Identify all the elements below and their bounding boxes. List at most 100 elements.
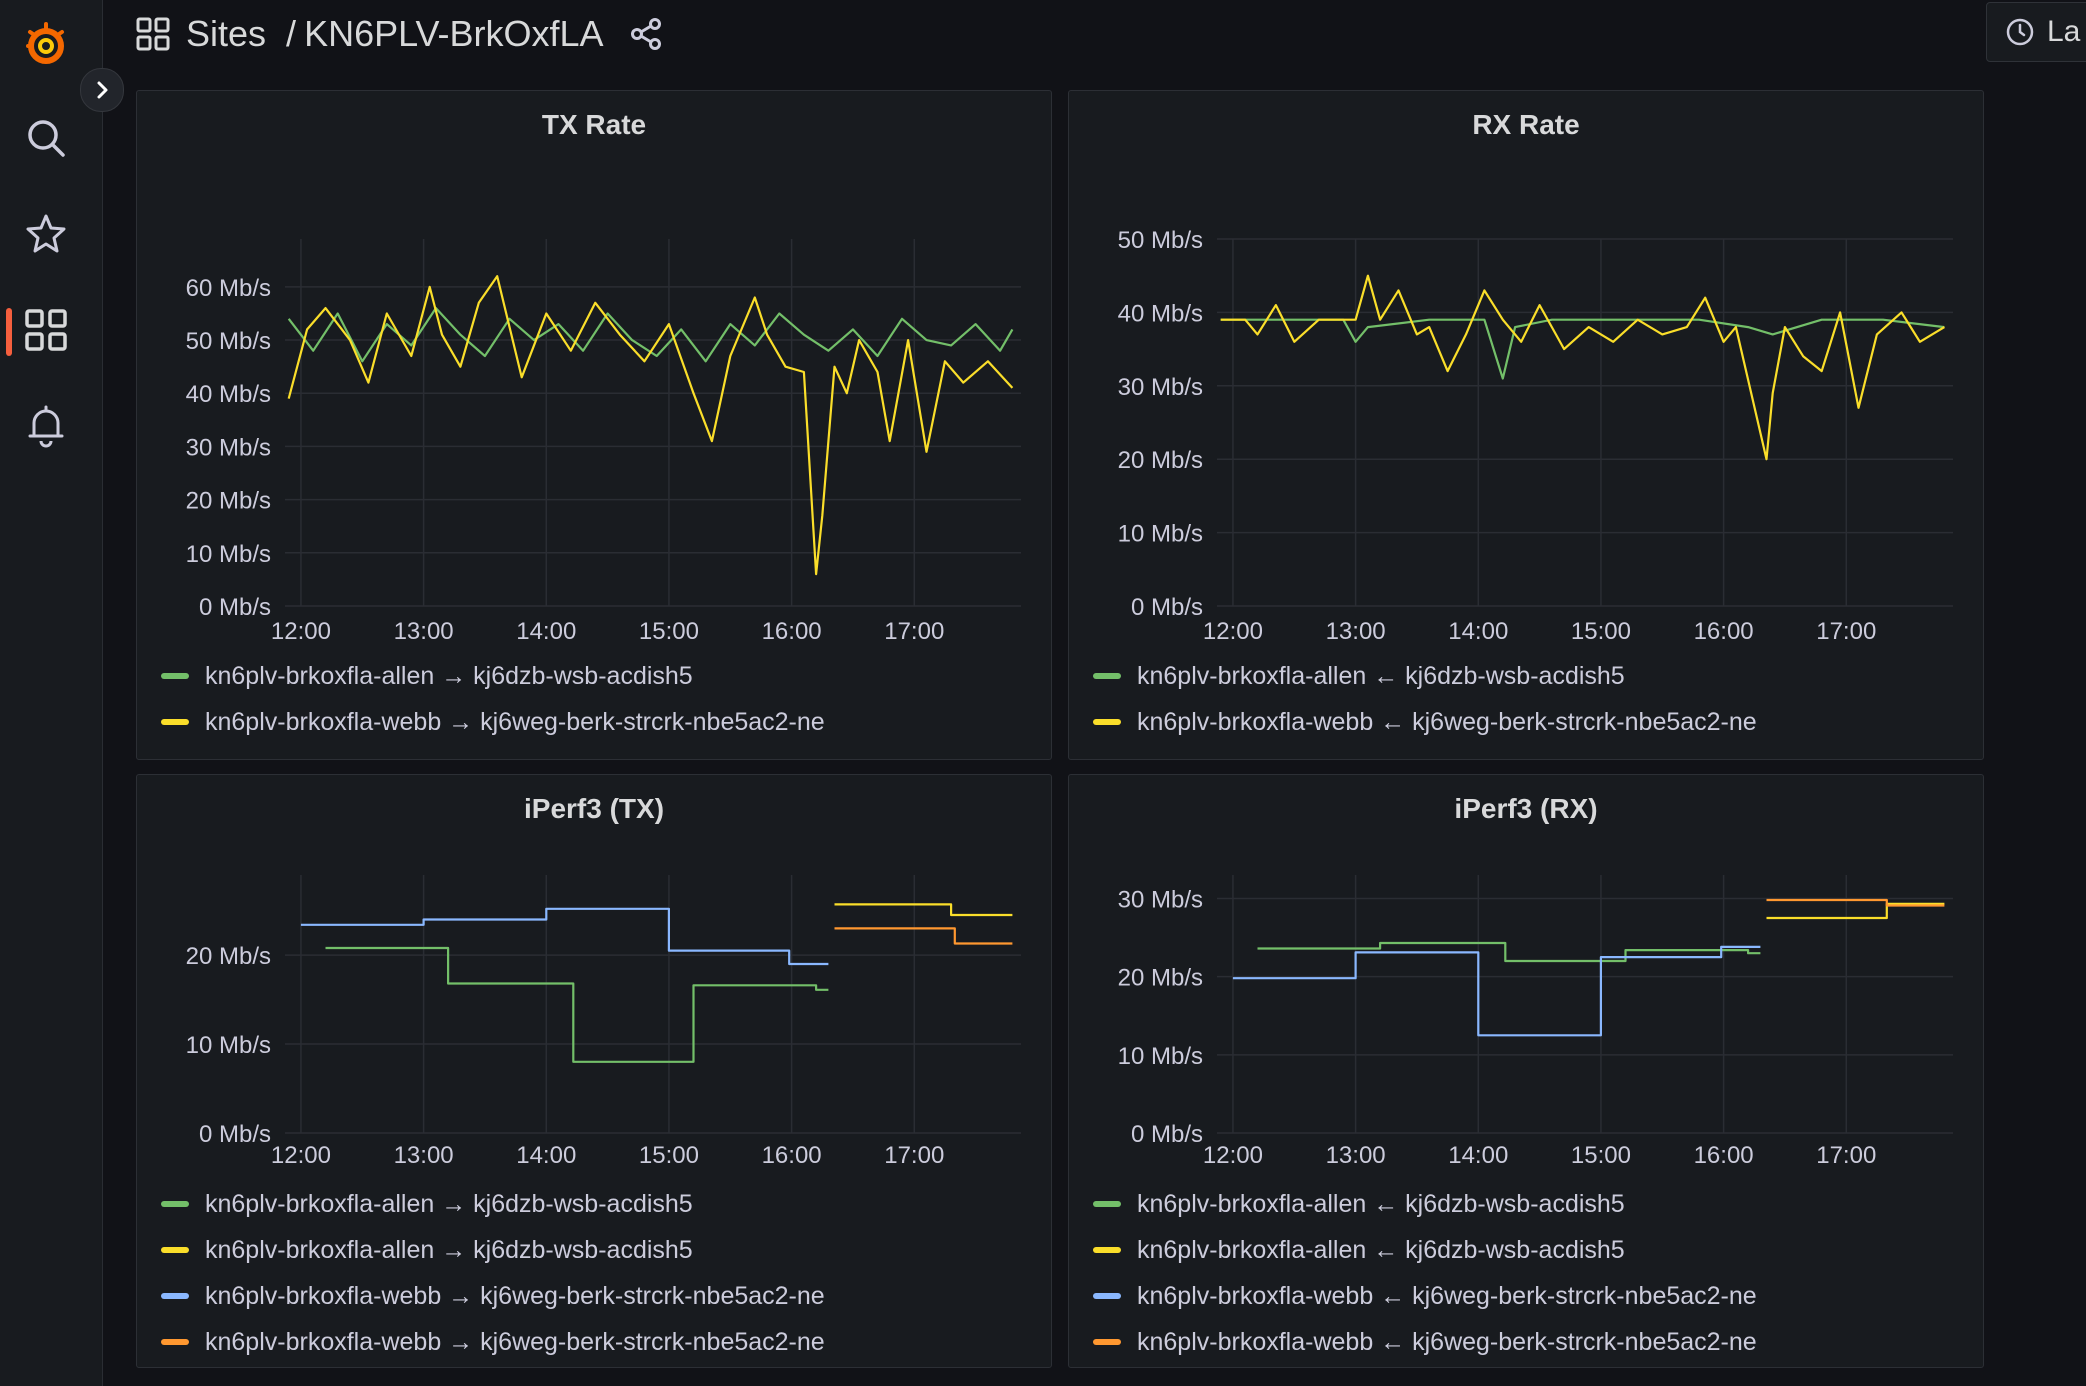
legend-swatch [1093, 719, 1121, 725]
series-line[interactable] [1766, 902, 1945, 920]
panel-iperf3-rx[interactable]: iPerf3 (RX) 0 Mb/s 10 Mb/s 20 Mb/s 30 Mb/s 1… [1068, 774, 1984, 1368]
legend-swatch [161, 1201, 189, 1207]
page-title: KN6PLV-BrkOxfLA [304, 13, 604, 54]
legend-label: kn6plv-brkoxfla-allen ← kj6dzb-wsb-acdis… [1137, 1189, 1625, 1218]
star-icon[interactable] [20, 208, 72, 260]
panel-iperf3-tx[interactable]: iPerf3 (TX) 0 Mb/s 10 Mb/s 20 Mb/s 12:00 13:… [136, 774, 1052, 1368]
legend-item[interactable]: kn6plv-brkoxfla-webb → kj6weg-berk-strcr… [161, 1319, 825, 1365]
x-tick-label: 16:00 [1694, 618, 1754, 645]
series-line[interactable] [834, 903, 1013, 917]
series-line[interactable] [1766, 898, 1945, 907]
x-tick-label: 12:00 [271, 1142, 331, 1169]
legend-swatch [1093, 673, 1121, 679]
x-tick-label: 14:00 [516, 618, 576, 645]
panel-tx-rate[interactable]: TX Rate 0 Mb/s 10 Mb/s 20 Mb/s 30 Mb/s 40 Mb… [136, 90, 1052, 760]
breadcrumb-parent[interactable]: Sites [186, 13, 267, 54]
expand-sidebar-button[interactable] [80, 68, 124, 112]
chart-iperf3-tx: 0 Mb/s 10 Mb/s 20 Mb/s 12:00 13:00 14:00 15:00… [186, 875, 1021, 1169]
x-tick-label: 15:00 [1571, 1142, 1631, 1169]
legend-item[interactable]: kn6plv-brkoxfla-webb ← kj6weg-berk-strcr… [1093, 1273, 1757, 1319]
legend-item[interactable]: kn6plv-brkoxfla-webb ← kj6weg-berk-strcr… [1093, 1319, 1757, 1365]
y-tick-label: 50 Mb/s [186, 328, 271, 355]
y-tick-label: 0 Mb/s [199, 594, 271, 621]
series-line[interactable] [300, 907, 829, 966]
y-tick-label: 20 Mb/s [186, 488, 271, 515]
time-range-label: La [2047, 15, 2081, 48]
chart-rx-rate: 0 Mb/s 10 Mb/s 20 Mb/s 30 Mb/s 40 Mb/s 50 Mb/… [1118, 227, 1953, 645]
breadcrumb: Sites / KN6PLV-BrkOxfLA [136, 10, 664, 58]
y-tick-label: 30 Mb/s [186, 434, 271, 461]
x-tick-label: 12:00 [271, 618, 331, 645]
legend-label: kn6plv-brkoxfla-allen → kj6dzb-wsb-acdis… [205, 1235, 693, 1264]
x-tick-label: 17:00 [1816, 618, 1876, 645]
chevron-right-icon [97, 81, 108, 99]
active-indicator [6, 308, 12, 356]
y-tick-label: 60 Mb/s [186, 275, 271, 302]
legend-swatch [161, 1247, 189, 1253]
series-line[interactable] [325, 946, 829, 1063]
y-tick-label: 20 Mb/s [1118, 447, 1203, 474]
dashboards-icon[interactable] [20, 304, 72, 356]
legend-swatch [161, 1293, 189, 1299]
series-line[interactable] [1232, 945, 1761, 1037]
x-tick-label: 14:00 [1448, 618, 1508, 645]
x-tick-label: 15:00 [1571, 618, 1631, 645]
legend-item[interactable]: kn6plv-brkoxfla-allen ← kj6dzb-wsb-acdis… [1093, 653, 1757, 699]
time-range-picker[interactable]: La [1986, 2, 2086, 62]
panel-title[interactable]: iPerf3 (TX) [523, 793, 665, 824]
x-tick-label: 17:00 [1816, 1142, 1876, 1169]
panel-rx-rate[interactable]: RX Rate 0 Mb/s 10 Mb/s 20 Mb/s 30 Mb/s 40 Mb… [1068, 90, 1984, 760]
legend-item[interactable]: kn6plv-brkoxfla-allen ← kj6dzb-wsb-acdis… [1093, 1227, 1757, 1273]
legend-item[interactable]: kn6plv-brkoxfla-allen → kj6dzb-wsb-acdis… [161, 1227, 825, 1273]
panel-title[interactable]: RX Rate [1472, 109, 1580, 140]
panel-title[interactable]: TX Rate [541, 109, 647, 140]
legend-item[interactable]: kn6plv-brkoxfla-allen ← kj6dzb-wsb-acdis… [1093, 1181, 1757, 1227]
x-tick-label: 16:00 [1694, 1142, 1754, 1169]
x-tick-label: 13:00 [394, 618, 454, 645]
chart-tx-rate: 0 Mb/s 10 Mb/s 20 Mb/s 30 Mb/s 40 Mb/s 50 Mb/… [186, 239, 1021, 645]
series-line[interactable] [834, 927, 1013, 945]
legend-label: kn6plv-brkoxfla-webb → kj6weg-berk-strcr… [205, 1281, 825, 1310]
x-tick-label: 14:00 [516, 1142, 576, 1169]
legend-label: kn6plv-brkoxfla-webb ← kj6weg-berk-strcr… [1137, 1281, 1757, 1310]
y-tick-label: 50 Mb/s [1118, 227, 1203, 254]
series-line[interactable] [1220, 318, 1945, 380]
legend-swatch [1093, 1247, 1121, 1253]
legend-swatch [161, 719, 189, 725]
x-tick-label: 12:00 [1203, 618, 1263, 645]
y-tick-label: 0 Mb/s [199, 1121, 271, 1148]
chart-iperf3-rx: 0 Mb/s 10 Mb/s 20 Mb/s 30 Mb/s 12:00 13:00 14:… [1118, 875, 1953, 1169]
grafana-logo-icon[interactable] [20, 18, 72, 70]
legend-item[interactable]: kn6plv-brkoxfla-webb → kj6weg-berk-strcr… [161, 699, 825, 745]
legend-swatch [1093, 1201, 1121, 1207]
legend-label: kn6plv-brkoxfla-allen → kj6dzb-wsb-acdis… [205, 661, 693, 690]
legend-label: kn6plv-brkoxfla-webb ← kj6weg-berk-strcr… [1137, 707, 1757, 736]
series-line[interactable] [1220, 274, 1945, 461]
panel-title[interactable]: iPerf3 (RX) [1454, 793, 1598, 824]
legend-item[interactable]: kn6plv-brkoxfla-webb ← kj6weg-berk-strcr… [1093, 699, 1757, 745]
x-tick-label: 13:00 [1326, 618, 1386, 645]
series-line[interactable] [287, 275, 1014, 576]
x-tick-label: 13:00 [394, 1142, 454, 1169]
legend: kn6plv-brkoxfla-allen → kj6dzb-wsb-acdis… [161, 653, 825, 745]
y-tick-label: 0 Mb/s [1131, 594, 1203, 621]
legend-swatch [161, 1339, 189, 1345]
y-tick-label: 10 Mb/s [1118, 1043, 1203, 1070]
clock-icon [2006, 18, 2034, 46]
search-icon[interactable] [20, 112, 72, 164]
x-tick-label: 17:00 [884, 618, 944, 645]
legend-item[interactable]: kn6plv-brkoxfla-allen → kj6dzb-wsb-acdis… [161, 1181, 825, 1227]
y-tick-label: 10 Mb/s [186, 541, 271, 568]
x-tick-label: 16:00 [762, 1142, 822, 1169]
y-tick-label: 20 Mb/s [1118, 965, 1203, 992]
legend-label: kn6plv-brkoxfla-webb ← kj6weg-berk-strcr… [1137, 1327, 1757, 1356]
y-tick-label: 40 Mb/s [1118, 300, 1203, 327]
series-line[interactable] [287, 307, 1014, 363]
legend-label: kn6plv-brkoxfla-allen ← kj6dzb-wsb-acdis… [1137, 1235, 1625, 1264]
y-tick-label: 40 Mb/s [186, 381, 271, 408]
series-line[interactable] [1257, 941, 1761, 963]
bell-icon[interactable] [20, 400, 72, 452]
share-icon[interactable] [628, 16, 664, 52]
legend-item[interactable]: kn6plv-brkoxfla-allen → kj6dzb-wsb-acdis… [161, 653, 825, 699]
legend-item[interactable]: kn6plv-brkoxfla-webb → kj6weg-berk-strcr… [161, 1273, 825, 1319]
